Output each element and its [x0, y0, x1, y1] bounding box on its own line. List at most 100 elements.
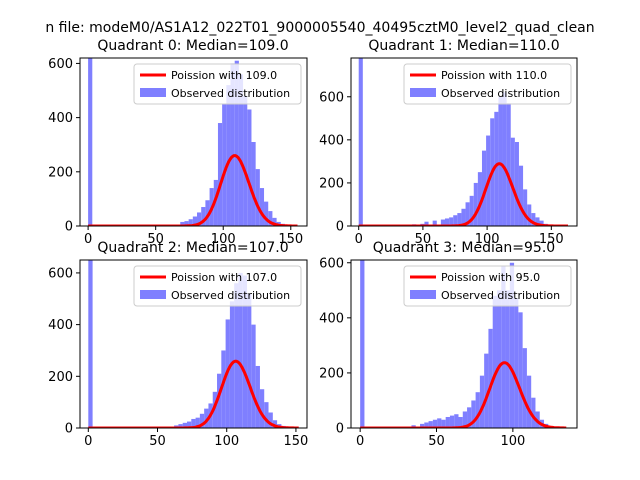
x-tick-label: 0 [84, 434, 92, 449]
histogram-bar [259, 389, 265, 428]
legend-box [133, 63, 302, 105]
x-tick-label: 50 [147, 232, 164, 247]
histogram-bar [494, 111, 499, 226]
legend: Poission with 110.0 Observed distribution [403, 63, 572, 105]
histogram-bar [531, 397, 536, 428]
legend-label: Poission with 109.0 [171, 69, 277, 82]
histogram-bar [514, 298, 519, 428]
histogram-bar [238, 272, 243, 428]
legend-box [133, 265, 302, 307]
histogram-bar [449, 217, 454, 226]
histogram-bar [509, 262, 515, 428]
histogram-bar [230, 63, 235, 226]
histogram-bar [449, 415, 455, 428]
y-tick-label: 600 [48, 266, 73, 281]
axes-frame [79, 57, 308, 227]
y-tick-label: 600 [48, 57, 73, 72]
histogram-bar [182, 422, 187, 428]
poisson-line [360, 361, 567, 428]
histogram-bar [441, 419, 446, 428]
histogram-bar [213, 179, 218, 226]
histogram-bar [506, 103, 511, 226]
subplot-quadrant-0: Quadrant 0: Median=109.0 0 50 100 150 0 200 40… [48, 38, 308, 247]
histogram-bar [178, 424, 183, 428]
histogram-bar [462, 411, 468, 428]
histogram-bar [259, 188, 265, 226]
histogram-bar [492, 295, 497, 428]
legend: Poission with 109.0 Observed distribution [133, 63, 302, 105]
histogram-bar [454, 414, 459, 428]
histogram-bar [199, 413, 205, 428]
y-tick-label: 0 [336, 422, 344, 437]
y-tick-label: 200 [319, 176, 344, 191]
x-tick-label: 100 [500, 434, 525, 449]
x-tick-label: 0 [355, 232, 363, 247]
histogram-bar [186, 421, 192, 428]
legend-box [403, 63, 572, 105]
histogram-bar [272, 420, 278, 428]
histogram-bar [217, 123, 223, 226]
histogram-bar [222, 104, 227, 226]
histogram-bar [432, 220, 437, 226]
histogram-bar [502, 92, 507, 226]
histogram-bar [264, 402, 269, 428]
histogram-bar [458, 416, 463, 428]
histogram-bar [188, 219, 193, 226]
histogram-bar [428, 421, 433, 428]
histogram-bar [518, 312, 523, 428]
y-tick-label: 400 [319, 133, 344, 148]
histogram-bar [501, 265, 506, 428]
histogram-bar [243, 95, 248, 226]
y-tick-label: 400 [48, 111, 73, 126]
histogram-bar [88, 260, 93, 428]
x-tick-label: 0 [84, 232, 92, 247]
x-tick-label: 0 [356, 434, 364, 449]
histogram-bar [440, 219, 445, 226]
histogram-bar [226, 85, 231, 226]
legend-bar-swatch [410, 88, 436, 97]
y-tick-label: 200 [48, 370, 73, 385]
histogram-bar [268, 211, 273, 226]
histogram-bar [251, 142, 256, 226]
histogram-bar [479, 375, 485, 428]
histogram-bar [471, 400, 476, 428]
subplot-title: Quadrant 0: Median=109.0 [97, 38, 288, 54]
histogram-bar [264, 201, 269, 226]
axes-frame [79, 259, 308, 429]
histogram-bar [195, 417, 200, 428]
legend: Poission with 107.0 Observed distribution [133, 265, 302, 307]
histogram-bar [251, 324, 256, 428]
histogram-bar [192, 216, 198, 226]
histogram-bar [473, 182, 478, 226]
y-tick-label: 200 [48, 165, 73, 180]
histogram-bar [527, 204, 532, 226]
x-tick-label: 150 [284, 434, 309, 449]
histogram-bar [88, 58, 93, 226]
histogram-bar [481, 150, 487, 226]
histogram-bar [475, 392, 480, 428]
subplot-quadrant-2: Quadrant 2: Median=107.0 0 50 100 150 0 200 40… [48, 240, 308, 449]
y-tick-label: 600 [319, 256, 344, 271]
histogram-bar [217, 373, 222, 428]
histogram-bar [234, 60, 239, 226]
histogram-bar [457, 213, 462, 226]
poisson-line [358, 162, 569, 226]
subplot-quadrant-3: Quadrant 3: Median=95.0 0 50 100 0 200 400 600… [319, 240, 578, 449]
histogram-bar [514, 142, 519, 226]
x-tick-label: 50 [428, 434, 445, 449]
histogram-bar [437, 418, 442, 428]
histogram-bar [420, 423, 425, 428]
legend-label: Poission with 110.0 [441, 69, 547, 82]
legend-bar-swatch [140, 88, 166, 97]
histogram-bar [204, 408, 209, 428]
histogram-bar [358, 58, 363, 226]
legend-label: Observed distribution [171, 87, 290, 100]
histogram-bar [539, 220, 544, 226]
histogram-bar [522, 348, 527, 428]
legend-label: Observed distribution [441, 87, 560, 100]
subplot-title: Quadrant 1: Median=110.0 [368, 38, 559, 54]
legend-label: Observed distribution [171, 289, 290, 302]
plot-area [88, 260, 299, 428]
histogram-bar [201, 207, 206, 226]
